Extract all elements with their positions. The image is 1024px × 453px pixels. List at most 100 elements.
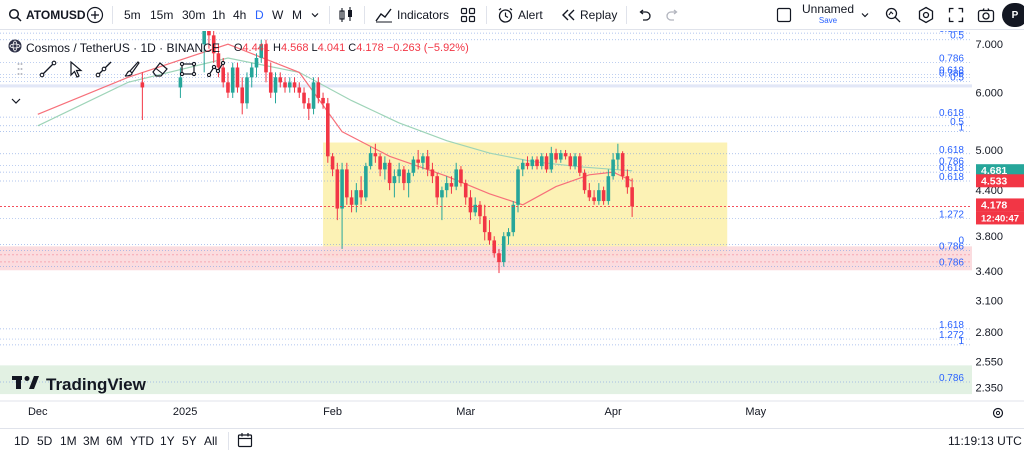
price-axis-label: 3.100 (975, 295, 1003, 307)
chevron-down-icon (860, 10, 870, 20)
layout-dropdown[interactable] (860, 0, 870, 30)
rectangle-tool[interactable] (174, 58, 202, 84)
settings-button[interactable] (917, 0, 935, 30)
fib-level-label: 0.618 (939, 108, 964, 119)
utc-clock[interactable]: 11:19:13 UTC (948, 434, 1022, 448)
candle-body (620, 153, 625, 177)
range-5y[interactable]: 5Y (182, 434, 197, 448)
open-label: O (233, 41, 243, 54)
timeframe-1d[interactable]: D (255, 8, 264, 22)
candle-body (254, 57, 259, 68)
brush-tool[interactable] (118, 58, 146, 84)
cursor-tool[interactable] (62, 58, 90, 84)
avatar[interactable]: P (1002, 3, 1024, 27)
fib-level-label: 1.272 (939, 330, 964, 341)
grid-icon (460, 7, 476, 23)
candle-body (511, 204, 516, 233)
templates-button[interactable] (460, 0, 476, 30)
eraser-icon (151, 60, 169, 83)
candle-body (373, 153, 378, 157)
timeframe-dropdown[interactable] (310, 0, 320, 30)
candle-body (444, 183, 449, 191)
price-chart[interactable]: 0.3820.50.7860.6180.7860.50.6180.510.618… (0, 31, 1024, 423)
candle-body (601, 190, 606, 202)
symbol-search-button[interactable]: ATOMUSD (8, 0, 86, 30)
candle-body (487, 232, 492, 241)
timeframe-1w[interactable]: W (272, 8, 284, 22)
range-1d[interactable]: 1D (14, 434, 30, 448)
candle-body (340, 169, 344, 209)
candle-body (506, 232, 511, 237)
bottom-divider (228, 432, 229, 450)
legend-symbol-name[interactable]: Cosmos / TetherUS · 1D · BINANCE (26, 40, 220, 55)
path-icon (206, 60, 226, 83)
collapse-legend-button[interactable] (10, 93, 22, 111)
candle-body (463, 183, 468, 198)
range-ytd[interactable]: YTD (130, 434, 154, 448)
candle-body (178, 77, 183, 88)
candle-body (440, 190, 444, 198)
drag-handle[interactable] (6, 58, 34, 84)
layout-save-button[interactable]: Unnamed Save (797, 3, 859, 27)
time-axis-label: Dec (28, 406, 48, 418)
close-value: 4.178 (356, 41, 384, 54)
range-all[interactable]: All (204, 434, 218, 448)
timeframe-15m[interactable]: 15m (150, 8, 174, 22)
candle-body (311, 82, 316, 109)
quick-search-button[interactable] (884, 0, 902, 30)
eraser-tool[interactable] (146, 58, 174, 84)
timeframe-1h[interactable]: 1h (212, 8, 226, 22)
chart-area[interactable]: 0.3820.50.7860.6180.7860.50.6180.510.618… (0, 31, 1024, 423)
range-1m[interactable]: 1M (60, 434, 77, 448)
candle-body (497, 253, 501, 263)
camera-icon (977, 7, 995, 23)
candle-body (559, 153, 563, 160)
date-range-button[interactable] (237, 429, 253, 453)
timeframe-5m[interactable]: 5m (124, 8, 141, 22)
range-6m[interactable]: 6M (106, 434, 123, 448)
fib-level-label: 1 (958, 123, 964, 134)
high-value: 4.568 (280, 41, 309, 54)
candle-body (249, 67, 254, 78)
range-1y[interactable]: 1Y (160, 434, 175, 448)
candle-body (482, 216, 487, 233)
path-tool[interactable] (202, 58, 230, 84)
candle-body (549, 153, 554, 170)
candle-body (392, 176, 397, 184)
fullscreen-button[interactable] (948, 0, 964, 30)
redo-button[interactable] (666, 0, 680, 30)
candle-body (501, 236, 506, 263)
price-tag-label: 12:40:47 (981, 213, 1019, 224)
fib-level-label: 0.382 (939, 31, 964, 35)
layout-checkbox[interactable] (776, 0, 792, 30)
axis-settings-icon[interactable] (992, 407, 1004, 419)
ray-tool[interactable] (90, 58, 118, 84)
fib-level-label: 0.618 (939, 163, 964, 174)
trend-line-icon (39, 60, 57, 83)
timeframe-1m[interactable]: M (292, 8, 302, 22)
open-value: 4.441 (242, 41, 270, 54)
alert-button[interactable]: Alert (497, 0, 543, 30)
candle-body (406, 172, 411, 184)
snapshot-button[interactable] (977, 0, 995, 30)
undo-icon (637, 9, 651, 21)
timeframe-4h[interactable]: 4h (233, 8, 247, 22)
candle-body (387, 162, 392, 184)
alert-label: Alert (518, 8, 543, 22)
time-axis-label: Mar (456, 406, 475, 418)
indicators-button[interactable]: Indicators (375, 0, 449, 30)
chart-type-button[interactable] (338, 0, 354, 30)
range-5d[interactable]: 5D (37, 434, 53, 448)
symbol-name: ATOMUSD (26, 8, 86, 22)
undo-button[interactable] (637, 0, 651, 30)
gear-inner-ring (995, 410, 1001, 416)
top-toolbar: ATOMUSD 5m 15m 30m 1h 4h D W M Indicator… (0, 0, 1024, 30)
timeframe-30m[interactable]: 30m (182, 8, 206, 22)
trend-line-tool[interactable] (34, 58, 62, 84)
candle-body (530, 159, 535, 167)
fib-level-label: 1 (958, 336, 964, 347)
replay-button[interactable]: Replay (560, 0, 617, 30)
range-3m[interactable]: 3M (83, 434, 100, 448)
price-axis-label: 7.000 (975, 39, 1003, 51)
compare-symbol-button[interactable] (86, 0, 104, 30)
